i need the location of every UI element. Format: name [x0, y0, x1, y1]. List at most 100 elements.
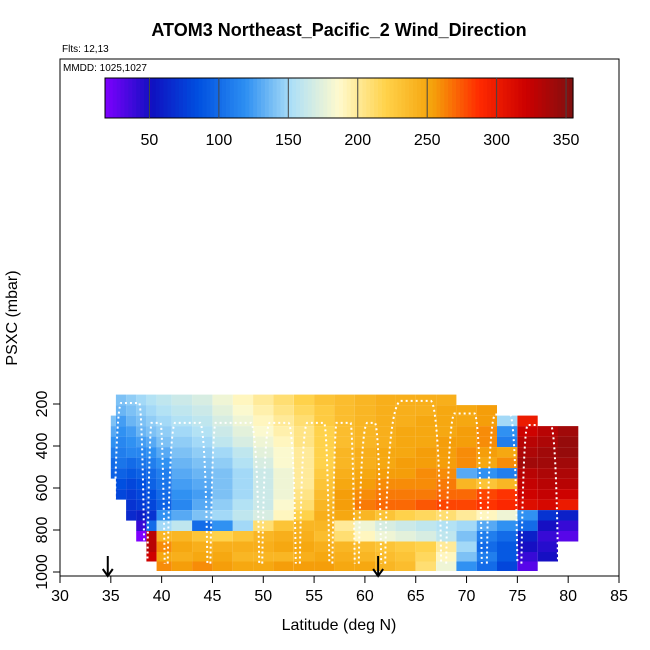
heatmap-cell [415, 478, 436, 490]
colorbar-segment [319, 78, 324, 118]
colorbar-segment [280, 78, 285, 118]
heatmap-cell [273, 457, 294, 469]
heatmap-cell [497, 447, 518, 458]
heatmap-cell [212, 552, 233, 562]
heatmap-cell [293, 489, 315, 500]
heatmap-cell [171, 499, 193, 511]
colorbar-segment [463, 78, 469, 118]
colorbar-segment [288, 78, 293, 118]
heatmap-cell [334, 457, 355, 469]
heatmap-cell [395, 436, 416, 448]
heatmap-cell [456, 531, 477, 542]
colorbar-segment [206, 78, 211, 118]
heatmap-cell [476, 415, 497, 427]
colorbar-segment [225, 78, 231, 118]
heatmap-cell [171, 426, 193, 437]
heatmap-cell [126, 415, 137, 427]
colorbar-segment [292, 78, 297, 118]
colorbar-segment [237, 78, 243, 118]
heatmap-cell [395, 405, 416, 416]
heatmap-cell [517, 426, 538, 437]
heatmap-cell [395, 447, 416, 458]
arrows [101, 556, 384, 578]
heatmap-cell [136, 510, 147, 521]
heatmap-cell [136, 468, 147, 479]
heatmap-cell [171, 394, 193, 406]
heatmap-cell [212, 405, 233, 416]
heatmap-cell [136, 415, 147, 427]
heatmap-cell [110, 436, 116, 448]
heatmap-cell [192, 436, 213, 448]
heatmap-cell [293, 457, 315, 469]
heatmap-cell [212, 394, 233, 406]
heatmap-cell [415, 520, 436, 531]
y-axis-label: PSXC (mbar) [4, 270, 21, 365]
colorbar-segment [151, 78, 157, 118]
heatmap-cell [415, 405, 436, 416]
heatmap-cell [136, 489, 147, 500]
heatmap-cell [354, 552, 375, 562]
colorbar-segment [300, 78, 305, 118]
heatmap-cell [456, 405, 477, 416]
heatmap-cell [110, 457, 116, 469]
heatmap-cell [232, 541, 254, 552]
heatmap-cell [456, 541, 477, 552]
colorbar-segment [346, 78, 352, 118]
heatmap-cell [415, 436, 436, 448]
heatmap-cell [395, 510, 416, 521]
heatmap-cell [395, 457, 416, 469]
colorbar-segment [303, 78, 309, 118]
heatmap-cell [436, 415, 457, 427]
heatmap-cell [334, 468, 355, 479]
colorbar-segment [569, 78, 574, 118]
heatmap-cell [253, 468, 274, 479]
heatmap-cell [212, 541, 233, 552]
colorbar-segment [413, 78, 418, 118]
heatmap-cell [436, 499, 457, 511]
heatmap-cell [136, 394, 147, 406]
colorbar-segment [518, 78, 523, 118]
heatmap-cell [375, 447, 396, 458]
heatmap-cell [415, 489, 436, 500]
colorbar-segment [140, 78, 145, 118]
colorbar-segment [389, 78, 395, 118]
heatmap-cell [293, 415, 315, 427]
colorbar-segment [253, 78, 258, 118]
heatmap-cell [415, 468, 436, 479]
colorbar-segment [385, 78, 391, 118]
heatmap-cell [334, 426, 355, 437]
colorbar-segment [233, 78, 239, 118]
colorbar-segment [257, 78, 262, 118]
colorbar-segment [284, 78, 289, 118]
heatmap-cell [212, 447, 233, 458]
heatmap-cell [136, 531, 147, 542]
heatmap-cell [156, 561, 172, 571]
heatmap-cell [115, 415, 127, 427]
colorbar-segment [459, 78, 465, 118]
heatmap-cell [456, 489, 477, 500]
heatmap-cell [192, 499, 213, 511]
colorbar-segment [194, 78, 200, 118]
colorbar-segment [487, 78, 492, 118]
x-tick-label: 80 [559, 588, 577, 605]
heatmap-cell [476, 531, 497, 542]
heatmap-cell [146, 499, 157, 511]
heatmap-cell [354, 426, 375, 437]
colorbar-segment [479, 78, 484, 118]
heatmap-cell [537, 447, 558, 458]
colorbar-segment [335, 78, 340, 118]
heatmap-cell [171, 468, 193, 479]
heatmap-cell [476, 478, 497, 490]
colorbar-segment [342, 78, 348, 118]
heatmap-cell [146, 468, 157, 479]
heatmap-cell [415, 457, 436, 469]
colorbar-segment [171, 78, 176, 118]
heatmap-cell [334, 436, 355, 448]
heatmap-cell [156, 426, 172, 437]
heatmap-cell [375, 436, 396, 448]
colorbar-segment [198, 78, 204, 118]
colorbar-tick-label: 50 [141, 132, 159, 149]
heatmap-cell [293, 394, 315, 406]
chart-title: ATOM3 Northeast_Pacific_2 Wind_Direction [151, 20, 526, 40]
colorbar-segment [116, 78, 122, 118]
